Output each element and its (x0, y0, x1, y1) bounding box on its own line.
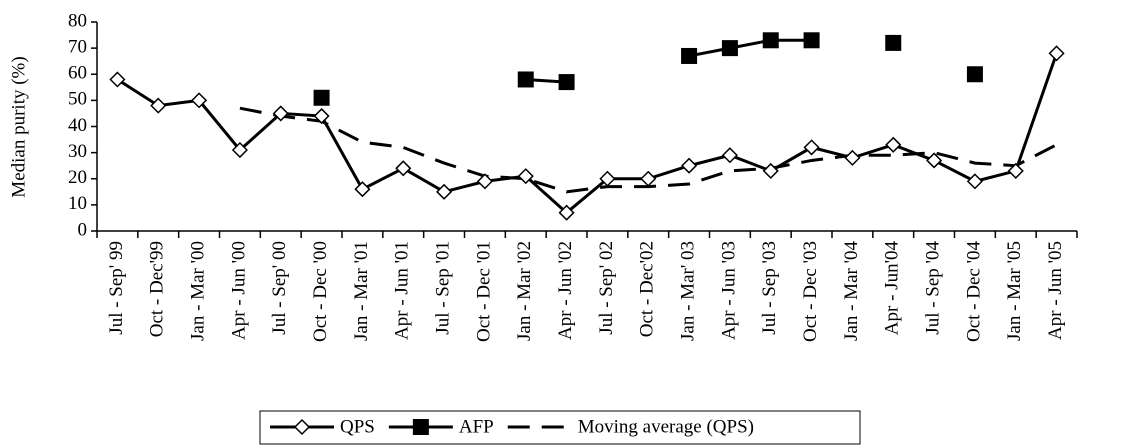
diamond-marker (640, 170, 657, 187)
diamond-marker (926, 152, 943, 169)
diamond-marker (272, 105, 289, 122)
square-marker (762, 32, 779, 49)
square-marker (313, 89, 330, 106)
diamond-marker (844, 149, 861, 166)
x-tick-label: Oct - Dec '00 (310, 241, 331, 342)
y-tick-label: 40 (68, 115, 87, 136)
x-tick-label: Oct - Dec'02 (637, 241, 658, 337)
diamond-marker (681, 157, 698, 174)
diamond-marker (231, 141, 248, 159)
y-tick-label: 0 (78, 219, 88, 240)
y-tick-label: 20 (68, 167, 87, 188)
diamond-marker (599, 170, 616, 187)
legend-box (259, 410, 861, 445)
x-tick-label: Apr - Jun'04 (882, 241, 903, 336)
diamond-marker (762, 162, 779, 179)
diamond-marker (395, 160, 412, 177)
x-tick-label: Apr - Jun '05 (1045, 241, 1066, 340)
x-tick-label: Jan - Mar '05 (1004, 241, 1025, 341)
legend-label: AFP (459, 416, 494, 437)
x-tick-label: Oct - Dec '03 (800, 241, 821, 342)
y-tick-label: 80 (68, 10, 87, 31)
diamond-marker (517, 168, 534, 185)
x-tick-label: Oct - Dec '04 (963, 241, 984, 343)
square-marker (517, 71, 534, 88)
y-axis-label: Median purity (%) (8, 56, 29, 197)
diamond-marker (109, 71, 126, 88)
square-marker (803, 32, 820, 49)
diamond-marker (476, 173, 493, 190)
diamond-marker (436, 183, 453, 200)
x-tick-label: Apr - Jun '01 (392, 241, 413, 340)
legend-marker (412, 419, 429, 435)
diamond-marker (1048, 45, 1065, 62)
legend-marker (293, 418, 311, 436)
y-tick-label: 70 (68, 36, 87, 57)
x-tick-label: Jul - Sep '04 (922, 241, 943, 335)
x-tick-label: Oct - Dec '01 (473, 241, 494, 342)
x-tick-label: Jul - Sep' 99 (106, 241, 127, 335)
x-tick-label: Apr - Jun '02 (555, 241, 576, 340)
diamond-marker (1007, 162, 1024, 179)
x-tick-label: Apr - Jun '00 (228, 241, 249, 340)
diamond-marker (803, 139, 820, 156)
diamond-marker (558, 204, 575, 221)
x-tick-label: Jul - Sep '01 (432, 241, 453, 335)
x-tick-label: Jan - Mar '02 (514, 241, 535, 341)
diamond-marker (721, 147, 738, 164)
x-tick-label: Jan - Mar '01 (351, 241, 372, 341)
legend: QPS AFP Moving average (QPS) (259, 410, 861, 445)
square-marker (966, 66, 983, 83)
legend-label: Moving average (QPS) (578, 416, 754, 437)
x-tick-label: Jan - Mar '00 (187, 241, 208, 341)
diamond-marker (150, 97, 167, 114)
y-tick-label: 60 (68, 63, 87, 84)
diamond-marker (313, 107, 330, 125)
square-marker (885, 34, 902, 51)
diamond-marker (966, 173, 983, 190)
x-tick-label: Oct - Dec'99 (147, 241, 168, 337)
diamond-marker (191, 92, 208, 109)
x-tick-label: Apr - Jun '03 (718, 241, 739, 340)
square-marker (721, 40, 738, 57)
diamond-marker (354, 181, 371, 198)
x-tick-label: Jul - Sep' 02 (596, 241, 617, 335)
y-tick-label: 50 (68, 89, 87, 110)
x-tick-label: Jul - Sep '03 (759, 241, 780, 335)
square-marker (681, 47, 698, 64)
series-line (116, 52, 1058, 215)
y-tick-label: 10 (68, 193, 87, 214)
x-tick-label: Jan - Mar '04 (841, 241, 862, 341)
square-marker (558, 74, 575, 91)
x-tick-label: Jul - Sep' 00 (269, 241, 290, 335)
diamond-marker (885, 136, 902, 153)
y-tick-label: 30 (68, 141, 87, 162)
legend-label: QPS (340, 416, 375, 437)
series-line (526, 40, 975, 82)
x-tick-label: Jan - Mar' 03 (677, 241, 698, 341)
